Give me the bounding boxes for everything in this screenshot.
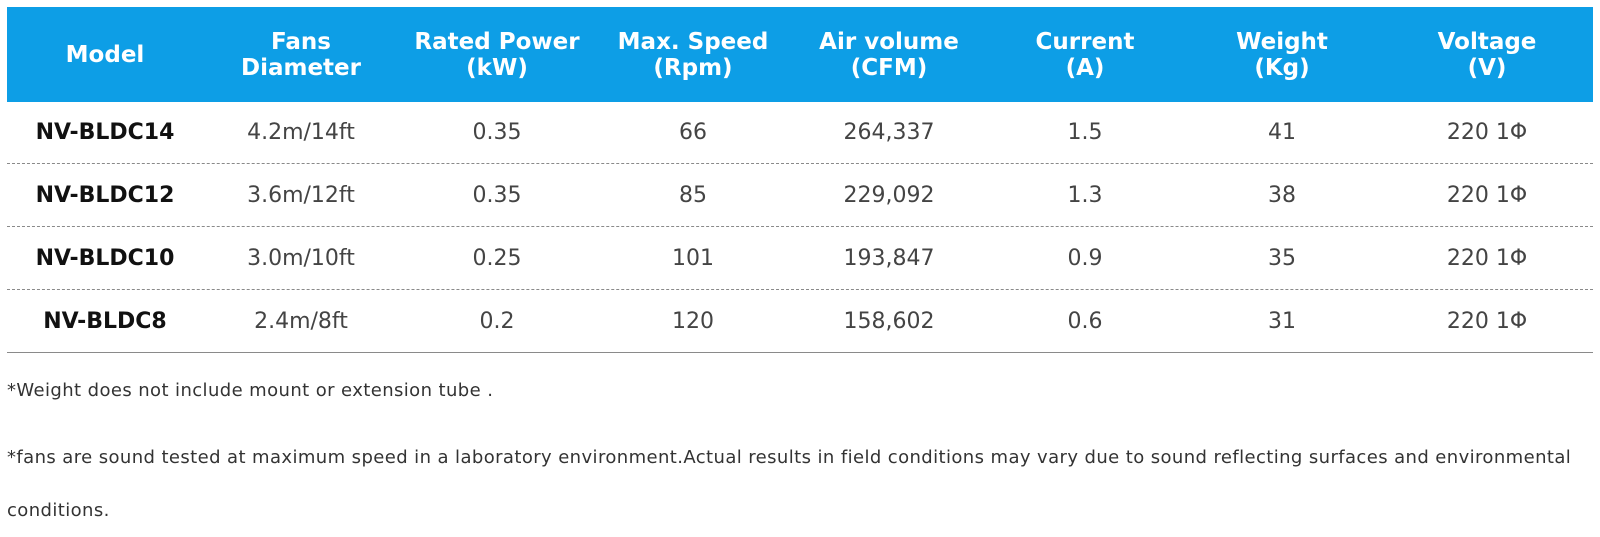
current-cell: 0.9 [1067, 245, 1103, 271]
rated-power-cell: 0.25 [472, 245, 522, 271]
header-current-line2: (A) [1065, 54, 1105, 81]
table-row: NV-BLDC8 2.4m/8ft 0.2 120 158,602 0.6 31… [7, 290, 1593, 353]
current-cell: 0.6 [1067, 308, 1103, 334]
diameter-cell: 2.4m/8ft [254, 308, 348, 334]
voltage-cell: 220 1Φ [1446, 182, 1528, 208]
voltage-cell: 220 1Φ [1446, 120, 1528, 145]
header-current: Current (A) [987, 29, 1183, 81]
header-fans-diameter: Fans Diameter [203, 29, 399, 81]
header-max-speed: Max. Speed (Rpm) [595, 29, 791, 81]
diameter-cell: 4.2m/14ft [247, 120, 355, 145]
max-speed-cell: 66 [679, 120, 707, 145]
model-cell: NV-BLDC8 [43, 308, 167, 334]
air-volume-cell: 158,602 [843, 308, 935, 334]
header-rated-power-line2: (kW) [466, 54, 528, 81]
rated-power-cell: 0.35 [472, 182, 522, 208]
header-voltage-line2: (V) [1467, 54, 1507, 81]
header-fans-diameter-line1: Fans [271, 28, 331, 55]
model-cell: NV-BLDC10 [35, 245, 175, 271]
header-rated-power-line1: Rated Power [414, 28, 580, 55]
table-header-row: Model Fans Diameter Rated Power (kW) Max… [7, 7, 1593, 102]
max-speed-cell: 101 [672, 245, 714, 271]
header-air-volume-line1: Air volume [819, 28, 959, 55]
header-max-speed-line2: (Rpm) [653, 54, 733, 81]
header-air-volume: Air volume (CFM) [791, 29, 987, 81]
rated-power-cell: 0.35 [472, 120, 522, 145]
diameter-cell: 3.6m/12ft [247, 182, 355, 208]
header-model-line1: Model [65, 41, 145, 68]
header-weight-line1: Weight [1236, 28, 1328, 55]
voltage-cell: 220 1Φ [1446, 245, 1528, 271]
diameter-cell: 3.0m/10ft [247, 245, 355, 271]
table-row: NV-BLDC14 4.2m/14ft 0.35 66 264,337 1.5 … [7, 102, 1593, 164]
table-row: NV-BLDC10 3.0m/10ft 0.25 101 193,847 0.9… [7, 227, 1593, 290]
weight-footnote: *Weight does not include mount or extens… [7, 380, 494, 401]
rated-power-cell: 0.2 [479, 308, 515, 334]
header-model: Model [7, 42, 203, 68]
header-rated-power: Rated Power (kW) [399, 29, 595, 81]
model-cell: NV-BLDC14 [35, 120, 175, 145]
sound-footnote: *fans are sound tested at maximum speed … [7, 447, 1572, 521]
header-fans-diameter-line2: Diameter [241, 54, 361, 81]
header-max-speed-line1: Max. Speed [617, 28, 769, 55]
air-volume-cell: 264,337 [843, 120, 935, 145]
weight-cell: 38 [1268, 182, 1296, 208]
current-cell: 1.3 [1067, 182, 1103, 208]
air-volume-cell: 193,847 [843, 245, 935, 271]
max-speed-cell: 120 [672, 308, 714, 334]
air-volume-cell: 229,092 [843, 182, 935, 208]
header-air-volume-line2: (CFM) [850, 54, 928, 81]
spec-table: Model Fans Diameter Rated Power (kW) Max… [7, 7, 1593, 353]
weight-cell: 35 [1268, 245, 1296, 271]
voltage-cell: 220 1Φ [1446, 308, 1528, 334]
weight-cell: 41 [1268, 120, 1296, 145]
header-weight-line2: (Kg) [1254, 54, 1310, 81]
header-voltage: Voltage (V) [1381, 29, 1593, 81]
header-weight: Weight (Kg) [1183, 29, 1381, 81]
header-current-line1: Current [1035, 28, 1135, 55]
max-speed-cell: 85 [679, 182, 707, 208]
header-voltage-line1: Voltage [1437, 28, 1537, 55]
current-cell: 1.5 [1067, 120, 1103, 145]
model-cell: NV-BLDC12 [35, 182, 175, 208]
weight-cell: 31 [1268, 308, 1296, 334]
table-row: NV-BLDC12 3.6m/12ft 0.35 85 229,092 1.3 … [7, 164, 1593, 227]
